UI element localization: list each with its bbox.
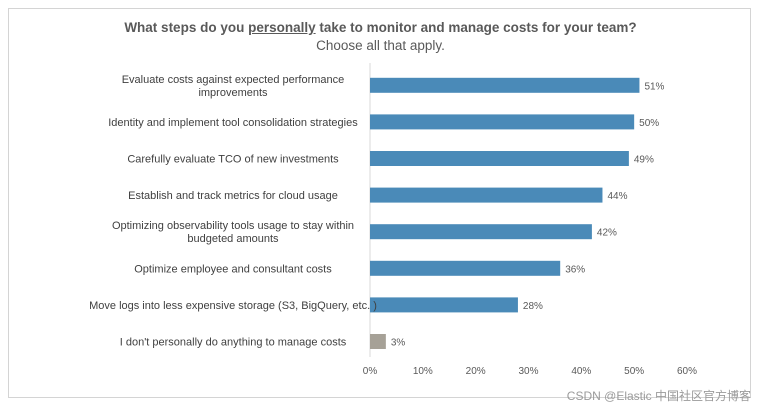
value-label: 36%: [565, 264, 585, 275]
bar: [370, 224, 592, 240]
category-label: Optimizing observability tools usage to …: [112, 220, 354, 245]
category-label: Evaluate costs against expected performa…: [122, 74, 345, 99]
x-tick-label: 30%: [518, 366, 538, 377]
value-label: 42%: [597, 228, 617, 239]
bar: [370, 187, 603, 203]
x-tick-label: 50%: [624, 366, 644, 377]
x-tick-label: 20%: [466, 366, 486, 377]
bar: [370, 260, 561, 276]
chart-frame: [8, 8, 751, 398]
value-label: 3%: [391, 338, 406, 349]
bar: [370, 77, 640, 93]
chart-subtitle: Choose all that apply.: [316, 38, 445, 53]
x-tick-label: 10%: [413, 366, 433, 377]
category-label: Identity and implement tool consolidatio…: [108, 117, 358, 129]
chart-title: What steps do you personally take to mon…: [124, 20, 637, 35]
bar: [370, 334, 386, 349]
watermark-text: CSDN @Elastic 中国社区官方博客: [566, 389, 751, 403]
value-label: 44%: [607, 191, 627, 202]
x-tick-label: 0%: [363, 366, 378, 377]
value-label: 49%: [634, 155, 654, 166]
value-label: 51%: [644, 81, 664, 92]
value-label: 28%: [523, 301, 543, 312]
category-label: Move logs into less expensive storage (S…: [89, 300, 377, 312]
bar: [370, 297, 518, 313]
bar: [370, 114, 635, 130]
category-label: Optimize employee and consultant costs: [134, 263, 332, 275]
category-label: Carefully evaluate TCO of new investment…: [127, 154, 339, 166]
x-tick-label: 40%: [571, 366, 591, 377]
category-label: I don't personally do anything to manage…: [120, 337, 347, 349]
category-label: Establish and track metrics for cloud us…: [128, 190, 338, 202]
bar: [370, 151, 629, 166]
title-emphasis: personally: [248, 20, 316, 35]
value-label: 50%: [639, 118, 659, 129]
x-tick-label: 60%: [677, 366, 697, 377]
